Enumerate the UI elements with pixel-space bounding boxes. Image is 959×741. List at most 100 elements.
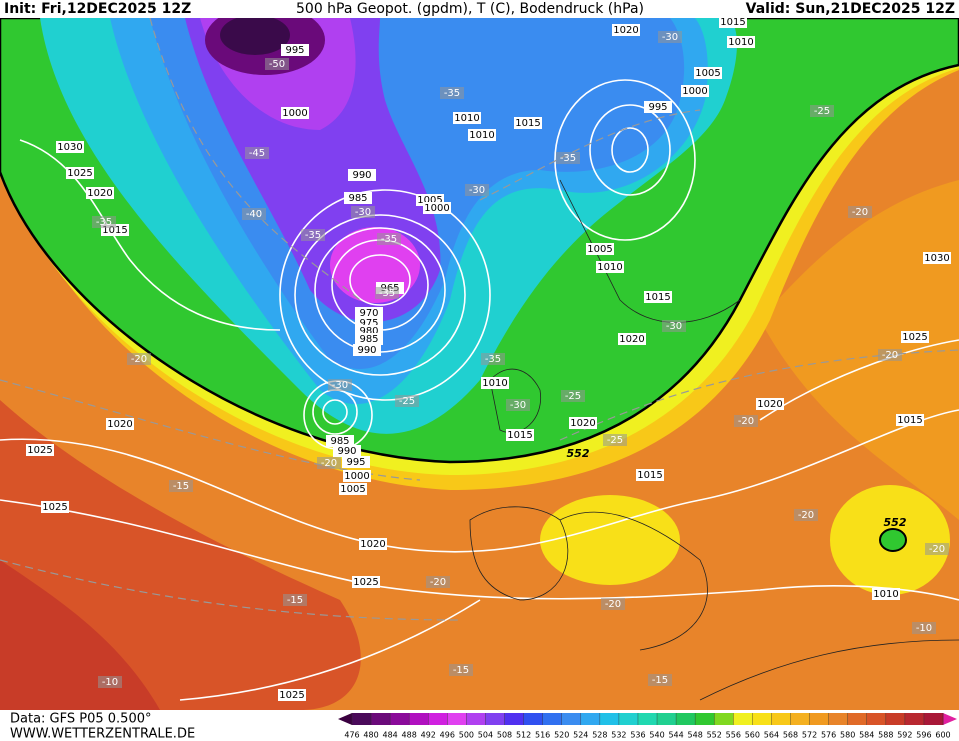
colorbar: 476 480 484 488 492 496 500 504 508 512 516 520 524 5… (338, 713, 957, 740)
isobar-label-box (56, 141, 84, 153)
temperature-label-box (92, 216, 116, 228)
colorbar-cell (485, 713, 506, 725)
map-field: 9951000103010251020101599098596597097598… (0, 17, 959, 710)
isobar-label: 1025 (27, 445, 52, 456)
isobar-label-box (355, 333, 383, 345)
isobar-label-box (636, 469, 664, 481)
temperature-label-box (601, 598, 625, 610)
isobar-label-box (727, 36, 755, 48)
isobar-label: 1000 (344, 471, 369, 482)
isobar-label-box (423, 202, 451, 214)
colorbar-label: 504 (478, 731, 493, 740)
field-green-low (879, 528, 907, 552)
isobar-label-box (281, 44, 309, 56)
temperature-label: -45 (249, 148, 265, 159)
temperature-label: -30 (662, 32, 678, 43)
colorbar-label: 492 (421, 731, 436, 740)
colorbar-label: 496 (440, 731, 455, 740)
isobar-label-box (756, 398, 784, 410)
isobar-label: 975 (359, 318, 378, 329)
colorbar-cell (504, 713, 525, 725)
isobar-label-box (681, 85, 709, 97)
isobar-label-box (618, 333, 646, 345)
isobar-label-box (333, 445, 361, 457)
temperature-label: -20 (852, 207, 868, 218)
isobar-label-box (644, 291, 672, 303)
colorbar-cell (733, 713, 753, 725)
isobar-label-box (896, 414, 924, 426)
colorbar-cell (542, 713, 563, 725)
colorbar-cell (466, 713, 486, 725)
temperature-label-box (426, 576, 450, 588)
temperature-label-box (481, 353, 505, 365)
isobars (0, 79, 959, 701)
valid-time: Valid: Sun,21DEC2025 12Z (746, 1, 955, 17)
isobar-label-box (355, 307, 383, 319)
temperature-label-box (848, 206, 872, 218)
isobar-label-box (26, 444, 54, 456)
isobar-label: 1000 (682, 86, 707, 97)
temperature-label: -25 (399, 396, 415, 407)
isobar-label: 1030 (57, 142, 82, 153)
isobar-label: 1010 (454, 113, 479, 124)
temperature-label-box (878, 349, 902, 361)
colorbar-label: 532 (611, 731, 626, 740)
isobar-label: 1015 (720, 17, 745, 28)
header-bar (0, 0, 959, 18)
temperature-label-box (440, 87, 464, 99)
isobar-label: 1005 (587, 244, 612, 255)
colorbar-cell (676, 713, 696, 725)
isobar-label: 1010 (482, 378, 507, 389)
isobar-label-box (343, 470, 371, 482)
temperature-label-box (603, 434, 627, 446)
colorbar-cell (599, 713, 620, 725)
isobar-label: 1010 (873, 589, 898, 600)
colorbar-cell (390, 713, 410, 725)
isobar-label: 1015 (897, 415, 922, 426)
temperature-label-box (449, 664, 473, 676)
temperature-label: -20 (321, 458, 337, 469)
temperature-label: -30 (510, 400, 526, 411)
isobar-label-box (348, 169, 376, 181)
isobar-label: 1020 (613, 25, 638, 36)
temperature-label: -15 (453, 665, 469, 676)
colorbar-label: 524 (573, 731, 588, 740)
temperature-label: -15 (652, 675, 668, 686)
temperature-label-box (912, 622, 936, 634)
temperature-label: -35 (485, 354, 501, 365)
isobar-label-box (339, 483, 367, 495)
colorbar-label: 600 (935, 731, 950, 740)
map-title: 500 hPa Geopot. (gpdm), T (C), Bodendruc… (296, 1, 644, 17)
isobar-label: 1025 (353, 577, 378, 588)
temperature-label-box (245, 147, 269, 159)
field-yellow (540, 495, 680, 585)
isobar-label-box (66, 167, 94, 179)
temperature-label-box (658, 31, 682, 43)
isobar-label: 1000 (424, 203, 449, 214)
colorbar-cell (428, 713, 448, 725)
temperature-label: -30 (469, 185, 485, 196)
colorbar-cell (828, 713, 849, 725)
isobar-label: 1015 (637, 470, 662, 481)
colorbar-cell (352, 713, 372, 725)
temperature-label-box (662, 320, 686, 332)
temperature-label: -10 (916, 623, 932, 634)
temperature-label: -50 (269, 59, 285, 70)
temperature-label-box (506, 399, 530, 411)
colorbar-label: 572 (802, 731, 817, 740)
temperature-label-box (648, 674, 672, 686)
colorbar-label: 488 (402, 731, 417, 740)
website: WWW.WETTERZENTRALE.DE (10, 727, 195, 741)
colorbar-label: 552 (707, 731, 722, 740)
isobar-label: 995 (648, 102, 667, 113)
isobar-label: 1025 (902, 332, 927, 343)
temperature-label: -35 (381, 234, 397, 245)
colorbar-cell (752, 713, 772, 725)
geopotential-label: 552 (884, 516, 907, 529)
colorbar-cell (409, 713, 429, 725)
colorbar-label: 584 (859, 731, 874, 740)
isobar-label: 1015 (507, 430, 532, 441)
colorbar-label: 476 (344, 731, 359, 740)
temperature-label: -35 (379, 288, 395, 299)
